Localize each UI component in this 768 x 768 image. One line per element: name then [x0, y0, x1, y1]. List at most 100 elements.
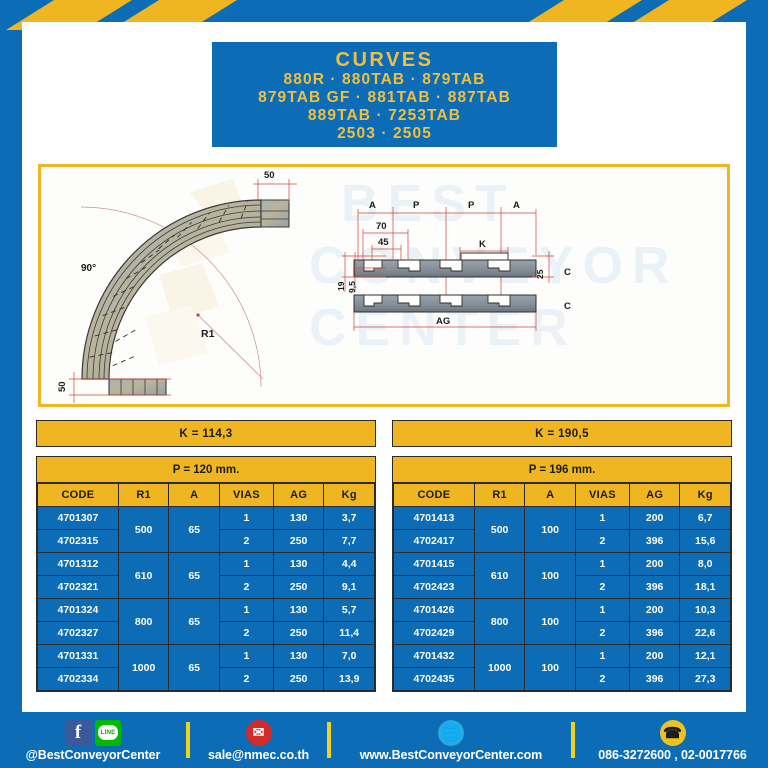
cell-a: 65 [168, 598, 220, 645]
cell-code: 4701413 [393, 506, 475, 530]
table-row: 4702315 2 250 7,7 [37, 529, 375, 553]
cell-code: 4701324 [37, 598, 119, 622]
cell-r1: 800 [473, 598, 526, 645]
cell-code: 4702429 [393, 621, 475, 645]
table-row: 4701324 800 65 1 130 5,7 [37, 598, 375, 645]
svg-text:BEST: BEST [341, 175, 516, 233]
cell-kg: 9,1 [323, 575, 375, 599]
footer-phone-label: 086-3272600 , 02-0017766 [598, 747, 747, 762]
dim-P-right-label: P [468, 200, 475, 211]
table-row: 4701331 1000 65 1 130 7,0 [37, 644, 375, 691]
cell-vias: 2 [574, 667, 630, 691]
dim-70-label: 70 [376, 221, 387, 232]
cell-kg: 18,1 [679, 575, 731, 599]
cell-kg: 5,7 [323, 598, 375, 622]
cell-kg: 10,3 [679, 598, 731, 622]
email-icon[interactable]: ✉ [245, 719, 272, 746]
table-header-row: CODE R1 A VIAS AG Kg [37, 483, 375, 507]
th-code: CODE [393, 483, 475, 507]
cell-ag: 250 [272, 575, 325, 599]
cell-kg: 4,4 [323, 552, 375, 576]
cell-a: 100 [524, 598, 576, 645]
cell-kg: 6,7 [679, 506, 731, 530]
cell-vias: 1 [218, 552, 274, 576]
table-row: 4701307 500 65 1 130 3,7 [37, 506, 375, 553]
cell-ag: 130 [272, 552, 325, 576]
k-value-bar-right: K = 190,5 [392, 420, 732, 447]
cell-r1: 800 [117, 598, 170, 645]
footer-website-group[interactable]: 🌐 www.BestConveyorCenter.com [333, 712, 569, 768]
cell-code: 4702334 [37, 667, 119, 691]
th-vias: VIAS [574, 483, 630, 507]
cell-a: 65 [168, 552, 220, 599]
cell-vias: 2 [574, 529, 630, 553]
dim-AG-label: AG [436, 316, 450, 327]
cell-a: 100 [524, 644, 576, 691]
th-a: A [524, 483, 576, 507]
technical-diagram-panel: BEST CONVEYOR CENTER [38, 164, 730, 407]
cell-ag: 130 [272, 644, 325, 668]
cell-vias: 2 [218, 621, 274, 645]
cell-kg: 8,0 [679, 552, 731, 576]
footer-social-group[interactable]: f LINE @BestConveyorCenter [0, 712, 186, 768]
k-value-bar-left: K = 114,3 [36, 420, 376, 447]
table-row: 4701432 1000 100 1 200 12,1 [393, 644, 731, 691]
dim-bottom-50-label: 50 [57, 381, 68, 392]
footer-phone-group[interactable]: ☎ 086-3272600 , 02-0017766 [577, 712, 768, 768]
cell-a: 100 [524, 552, 576, 599]
facebook-icon[interactable]: f [65, 719, 91, 746]
cell-ag: 200 [628, 644, 681, 668]
cell-vias: 2 [218, 575, 274, 599]
title-subline-1: 880R · 880TAB · 879TAB [283, 70, 486, 88]
spec-table-right: K = 190,5 P = 196 mm. CODE R1 A VIAS [392, 420, 732, 692]
dim-angle-label: 90° [81, 263, 96, 274]
technical-drawing: BEST CONVEYOR CENTER [57, 170, 670, 403]
cell-a: 65 [168, 506, 220, 553]
cell-code: 4702321 [37, 575, 119, 599]
footer-email-label: sale@nmec.co.th [207, 747, 309, 762]
th-ag: AG [628, 483, 681, 507]
p-value-bar-right: P = 196 mm. [393, 457, 731, 483]
table-row: 4702429 2 396 22,6 [393, 621, 731, 645]
title-subline-2: 879TAB GF · 881TAB · 887TAB [258, 88, 511, 106]
curve-drawing: 50 50 90° R1 [57, 170, 297, 403]
cell-kg: 3,7 [323, 506, 375, 530]
cell-ag: 200 [628, 598, 681, 622]
cell-code: 4702417 [393, 529, 475, 553]
cell-ag: 396 [628, 667, 681, 691]
globe-icon[interactable]: 🌐 [438, 719, 464, 746]
cell-vias: 1 [218, 644, 274, 668]
cell-ag: 130 [272, 598, 325, 622]
dim-K-label: K [479, 239, 486, 250]
cell-kg: 11,4 [323, 621, 375, 645]
cell-vias: 1 [218, 598, 274, 622]
th-kg: Kg [323, 483, 375, 507]
cell-kg: 27,3 [679, 667, 731, 691]
footer-separator [186, 722, 190, 758]
table-row: 4702334 2 250 13,9 [37, 667, 375, 691]
cell-vias: 2 [574, 575, 630, 599]
footer-separator [571, 722, 575, 758]
phone-icon[interactable]: ☎ [659, 719, 686, 746]
line-icon[interactable]: LINE [95, 719, 121, 746]
cell-r1: 500 [473, 506, 526, 553]
data-table-right: CODE R1 A VIAS AG Kg 4701413 500 100 [393, 483, 731, 691]
cell-ag: 200 [628, 506, 681, 530]
cross-section-drawing: A P P A 70 45 [336, 200, 571, 331]
footer-website-label: www.BestConveyorCenter.com [359, 747, 543, 762]
th-kg: Kg [679, 483, 731, 507]
th-code: CODE [37, 483, 119, 507]
cell-ag: 250 [272, 667, 325, 691]
cell-vias: 1 [574, 552, 630, 576]
table-row: 4701415 610 100 1 200 8,0 [393, 552, 731, 599]
dim-25-label: 25 [535, 269, 545, 279]
dim-19-label: 19 [336, 281, 346, 291]
cell-vias: 1 [574, 506, 630, 530]
cell-vias: 2 [218, 667, 274, 691]
cell-code: 4701312 [37, 552, 119, 576]
cell-kg: 7,0 [323, 644, 375, 668]
table-row: 4701413 500 100 1 200 6,7 [393, 506, 731, 553]
footer-email-group[interactable]: ✉ sale@nmec.co.th [192, 712, 325, 768]
dim-C-top-label: C [564, 267, 571, 278]
p-value-bar-left: P = 120 mm. [37, 457, 375, 483]
